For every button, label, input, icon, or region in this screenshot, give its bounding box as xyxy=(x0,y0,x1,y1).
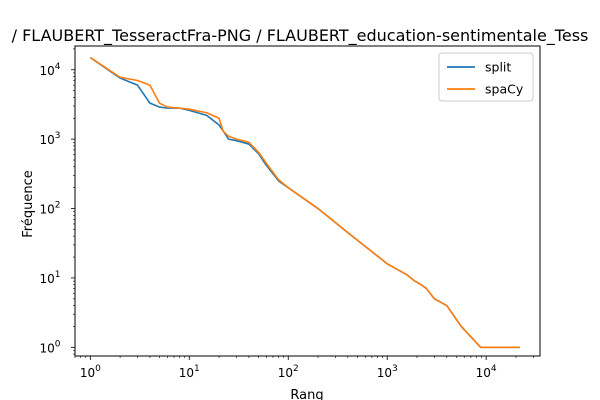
plot-frame xyxy=(74,45,541,357)
x-tick-label: 104 xyxy=(476,364,497,380)
y-axis: 100 101 102 103 104 xyxy=(39,48,75,355)
y-axis-label: Fréquence xyxy=(21,170,36,237)
series-line-spacy xyxy=(89,56,521,349)
legend-label-spacy: spaCy xyxy=(485,82,524,97)
y-tick-label: 102 xyxy=(39,201,60,217)
x-tick-label: 101 xyxy=(179,364,200,380)
x-tick-label: 102 xyxy=(278,364,299,380)
x-tick-label: 103 xyxy=(377,364,398,380)
chart-title: / FLAUBERT_TesseractFra-PNG / FLAUBERT_e… xyxy=(12,26,589,46)
x-tick-label: 100 xyxy=(80,364,101,380)
legend-label-split: split xyxy=(485,60,511,75)
y-tick-label: 103 xyxy=(39,131,60,147)
y-tick-label: 104 xyxy=(39,62,60,78)
y-tick-label: 101 xyxy=(39,270,60,286)
legend: split spaCy xyxy=(438,52,534,102)
x-axis: 100 101 102 103 104 xyxy=(74,356,534,380)
y-tick-label: 100 xyxy=(39,339,60,355)
x-axis-label: Rang xyxy=(290,388,323,400)
